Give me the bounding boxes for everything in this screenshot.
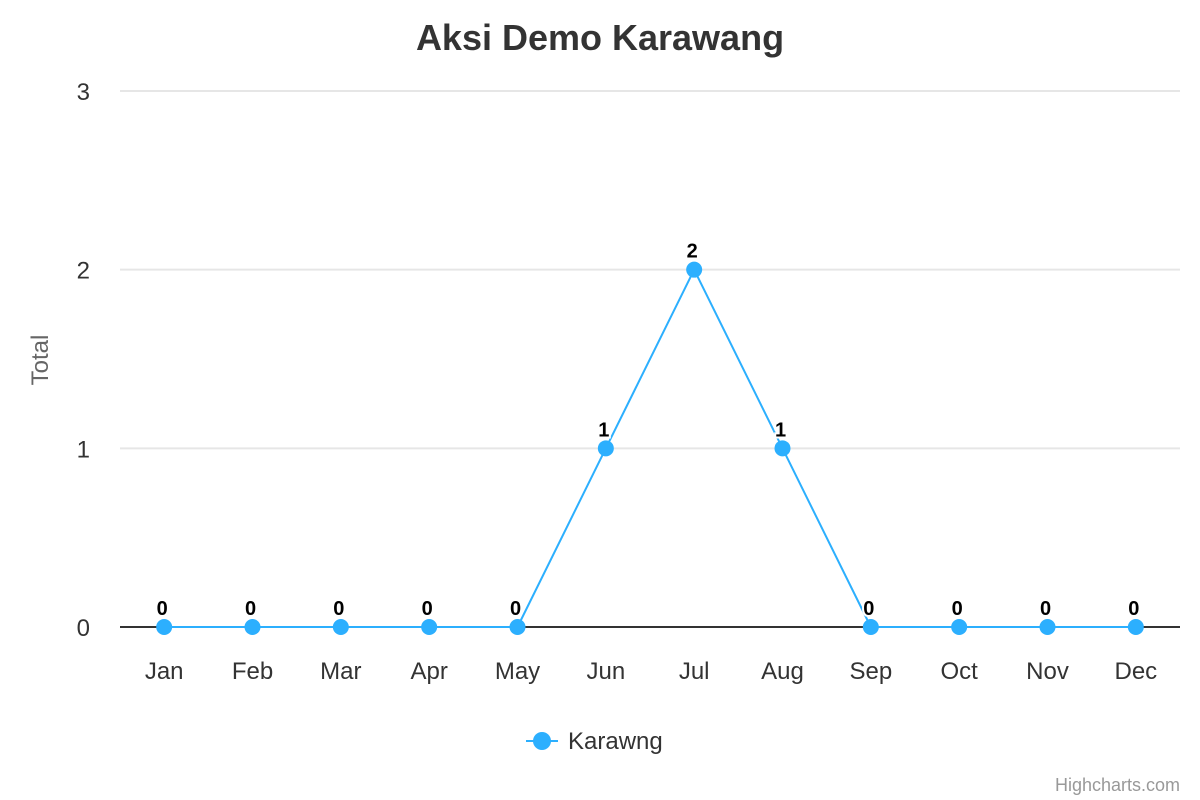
y-tick-label: 1 xyxy=(77,436,90,463)
x-axis-ticks: Jan Feb Mar Apr May Jun Jul Aug Sep Oct Nov Dec xyxy=(145,658,1157,685)
data-label: 0 xyxy=(157,598,168,620)
x-tick-label: Nov xyxy=(1026,658,1069,685)
x-tick-label: Apr xyxy=(410,658,447,685)
data-point[interactable] xyxy=(332,619,349,635)
x-tick-label: Jun xyxy=(586,658,625,685)
x-tick-label: Oct xyxy=(940,658,978,685)
data-label: 0 xyxy=(1128,598,1139,620)
data-point[interactable] xyxy=(156,619,173,635)
data-label: 2 xyxy=(687,241,698,263)
data-label: 1 xyxy=(598,419,609,441)
data-label: 0 xyxy=(1040,598,1051,620)
data-label: 0 xyxy=(510,598,521,620)
y-tick-label: 0 xyxy=(77,615,90,642)
data-point[interactable] xyxy=(509,619,526,635)
data-point[interactable] xyxy=(421,619,438,635)
x-tick-label: May xyxy=(495,658,540,685)
data-point[interactable] xyxy=(686,261,703,278)
x-tick-label: Sep xyxy=(849,658,892,685)
series-line[interactable] xyxy=(164,268,1136,628)
data-label: 0 xyxy=(952,598,963,620)
x-tick-label: Aug xyxy=(761,658,804,685)
y-tick-label: 2 xyxy=(77,258,90,285)
data-label: 0 xyxy=(863,598,874,620)
data-label: 0 xyxy=(333,598,344,620)
x-tick-label: Jul xyxy=(679,658,710,685)
y-axis-label: Total xyxy=(27,335,54,386)
data-point[interactable] xyxy=(244,619,261,635)
data-point[interactable] xyxy=(951,619,968,635)
data-labels: 0 0 0 0 0 1 2 1 0 0 0 0 xyxy=(155,239,1142,622)
data-point[interactable] xyxy=(597,440,614,457)
grid-lines xyxy=(120,90,1180,450)
data-point[interactable] xyxy=(1127,619,1144,635)
y-tick-label: 3 xyxy=(77,79,90,106)
credits-link[interactable]: Highcharts.com xyxy=(1055,775,1180,795)
data-point[interactable] xyxy=(1039,619,1056,635)
data-point[interactable] xyxy=(774,440,791,457)
legend-item-karawng[interactable]: Karawng xyxy=(568,728,663,755)
legend-marker-swatch xyxy=(533,732,551,750)
legend[interactable]: Karawng xyxy=(526,728,663,755)
data-label: 0 xyxy=(422,598,433,620)
y-axis-ticks: 0 1 2 3 xyxy=(77,79,90,642)
x-tick-label: Dec xyxy=(1114,658,1157,685)
x-tick-label: Feb xyxy=(232,658,273,685)
data-point[interactable] xyxy=(862,619,879,635)
x-tick-label: Mar xyxy=(320,658,361,685)
x-tick-label: Jan xyxy=(145,658,184,685)
series-karawng[interactable] xyxy=(156,261,1144,635)
data-label: 1 xyxy=(775,419,786,441)
data-label: 0 xyxy=(245,598,256,620)
chart-title: Aksi Demo Karawang xyxy=(416,17,784,58)
